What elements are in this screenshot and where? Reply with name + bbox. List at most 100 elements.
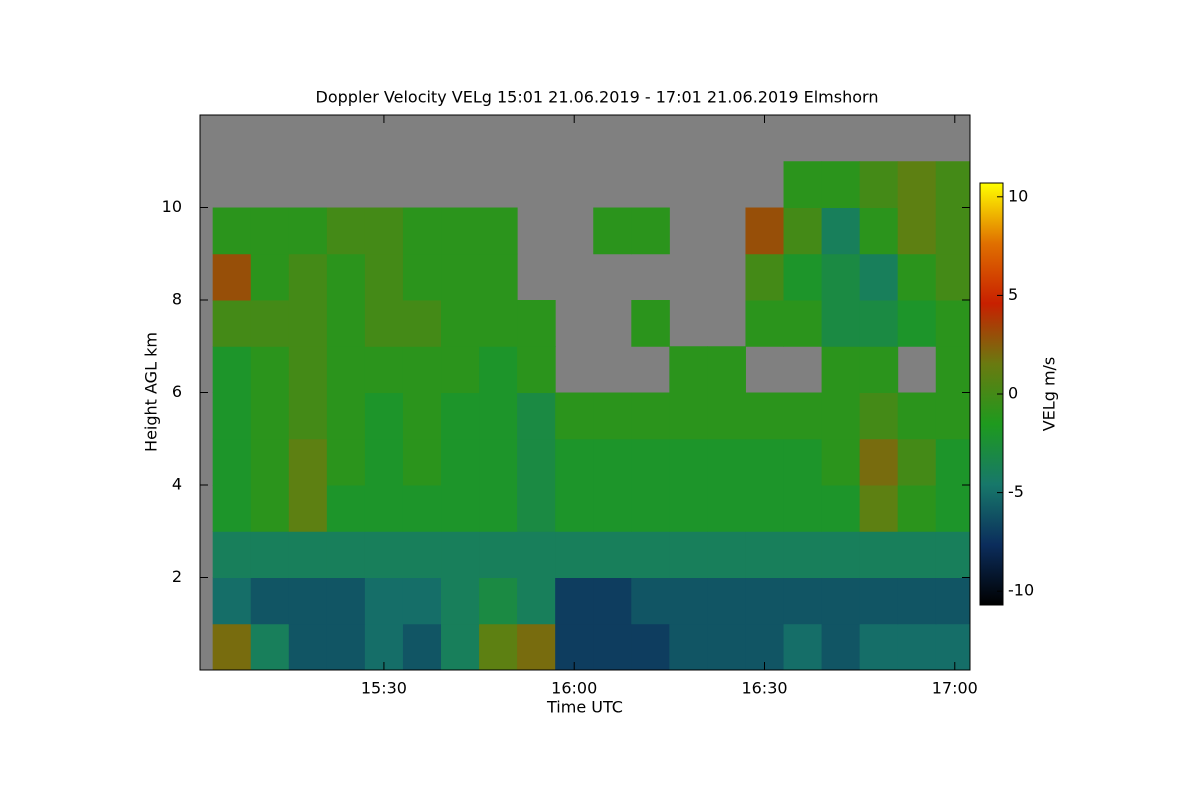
heatmap-cell — [669, 485, 708, 532]
heatmap-cell — [326, 300, 366, 347]
heatmap-cell — [364, 346, 404, 393]
x-tick-label: 15:30 — [361, 679, 407, 698]
heatmap-cell — [821, 253, 861, 301]
heatmap-cell — [517, 392, 556, 440]
y-tick-label: 2 — [172, 567, 182, 586]
heatmap-cell — [821, 577, 861, 625]
heatmap-cell — [441, 346, 480, 393]
heatmap-cell — [593, 577, 632, 625]
heatmap-cell — [212, 577, 252, 625]
heatmap-cell — [250, 392, 290, 440]
heatmap-cell — [821, 346, 861, 393]
heatmap-cell — [935, 623, 970, 670]
heatmap-cell — [364, 485, 404, 532]
heatmap-cell — [859, 623, 899, 670]
heatmap-cell — [402, 253, 442, 301]
heatmap-cell — [479, 300, 518, 347]
heatmap-cell — [897, 300, 937, 347]
heatmap-cell — [935, 438, 970, 486]
heatmap-cell — [441, 623, 480, 670]
heatmap-cell — [402, 438, 442, 486]
heatmap-cell — [288, 253, 328, 301]
heatmap-cell — [326, 485, 366, 532]
heatmap-cell — [479, 438, 518, 486]
heatmap-cell — [745, 577, 785, 625]
heatmap-cell — [897, 253, 937, 301]
heatmap-cell — [935, 392, 970, 440]
heatmap-cell — [212, 623, 252, 670]
heatmap-cell — [707, 485, 746, 532]
heatmap-cell — [631, 485, 670, 532]
heatmap-cell — [783, 438, 823, 486]
heatmap-cell — [745, 207, 785, 255]
heatmap-cell — [783, 253, 823, 301]
heatmap-cell — [517, 438, 556, 486]
heatmap-cell — [326, 531, 366, 578]
heatmap-cell — [441, 300, 480, 347]
heatmap-cell — [669, 346, 708, 393]
x-axis-label: Time UTC — [546, 698, 623, 717]
heatmap-cell — [479, 253, 518, 301]
heatmap-cell — [364, 392, 404, 440]
heatmap-cell — [250, 438, 290, 486]
heatmap-cell — [517, 346, 556, 393]
heatmap-cell — [288, 485, 328, 532]
heatmap-cell — [593, 207, 632, 255]
heatmap-cell — [479, 346, 518, 393]
heatmap-cell — [783, 207, 823, 255]
heatmap-cell — [288, 392, 328, 440]
heatmap-cell — [935, 531, 970, 578]
heatmap-cell — [783, 577, 823, 625]
heatmap-cell — [555, 577, 594, 625]
heatmap-cell — [631, 531, 670, 578]
heatmap-cell — [897, 531, 937, 578]
heatmap-cell — [935, 485, 970, 532]
heatmap-cell — [859, 346, 899, 393]
heatmap-cell — [669, 623, 708, 670]
heatmap-cell — [288, 623, 328, 670]
heatmap-cell — [745, 485, 785, 532]
heatmap-cell — [859, 253, 899, 301]
heatmap-cell — [897, 392, 937, 440]
heatmap-cell — [821, 438, 861, 486]
heatmap-cell — [250, 577, 290, 625]
heatmap-cell — [326, 577, 366, 625]
heatmap-cell — [821, 392, 861, 440]
heatmap-cell — [897, 161, 937, 208]
heatmap-cell — [631, 438, 670, 486]
x-tick-label: 16:30 — [741, 679, 787, 698]
heatmap-cell — [441, 438, 480, 486]
heatmap-cell — [364, 438, 404, 486]
colorbar-tick-label: -10 — [1008, 581, 1034, 600]
heatmap-cell — [631, 623, 670, 670]
heatmap-cell — [935, 161, 970, 208]
colorbar-tick-label: 0 — [1008, 384, 1018, 403]
colorbar-tick-label: -5 — [1008, 482, 1024, 501]
heatmap-cell — [935, 253, 970, 301]
heatmap-cell — [593, 485, 632, 532]
heatmap-cell — [326, 392, 366, 440]
heatmap-cell — [783, 392, 823, 440]
heatmap-cell — [441, 485, 480, 532]
heatmap-cell — [821, 161, 861, 208]
heatmap-cell — [402, 346, 442, 393]
heatmap-cell — [402, 577, 442, 625]
heatmap-cell — [441, 253, 480, 301]
heatmap-cell — [364, 253, 404, 301]
colorbar-tick-label: 5 — [1008, 285, 1018, 304]
heatmap-cell — [364, 300, 404, 347]
colorbar-tick-label: 10 — [1008, 186, 1028, 205]
heatmap-cell — [669, 392, 708, 440]
heatmap-cell — [859, 531, 899, 578]
heatmap-cell — [707, 623, 746, 670]
heatmap-cell — [250, 207, 290, 255]
heatmap-cell — [517, 623, 556, 670]
heatmap-cell — [250, 485, 290, 532]
heatmap-cell — [821, 207, 861, 255]
heatmap-cell — [326, 207, 366, 255]
heatmap-cell — [212, 346, 252, 393]
heatmap-cell — [935, 577, 970, 625]
heatmap-cell — [631, 300, 670, 347]
heatmap-cell — [631, 577, 670, 625]
heatmap-cell — [783, 623, 823, 670]
